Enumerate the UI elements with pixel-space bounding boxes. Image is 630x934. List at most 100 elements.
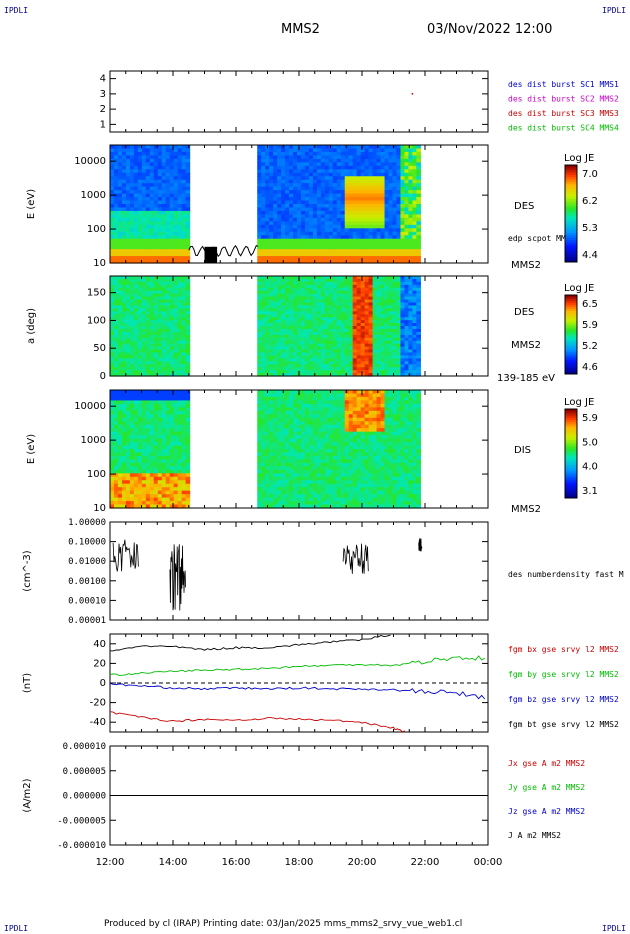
des-energy-spectrogram-cell: [257, 162, 262, 167]
des-energy-spectrogram-cell: [121, 221, 127, 226]
des-energy-spectrogram-cell: [416, 186, 421, 191]
des-energy-spectrogram-cell: [177, 197, 183, 202]
des-pitch-spectrogram-cell: [360, 308, 366, 312]
des-pitch-spectrogram-cell: [340, 337, 346, 342]
des-pitch-spectrogram-cell: [121, 370, 127, 374]
des-energy-spectrogram-cell: [261, 197, 266, 202]
des-pitch-spectrogram-cell: [300, 311, 306, 315]
dis-energy-spectrogram-cell: [121, 417, 127, 422]
des-pitch-spectrogram-cell: [340, 326, 346, 330]
des-energy-spectrogram-cell: [372, 256, 378, 261]
dis-energy-spectrogram-cell: [117, 396, 123, 402]
des-pitch-spectrogram-cell: [368, 343, 374, 348]
des-energy-spectrogram-cell: [300, 252, 306, 257]
des-energy-spectrogram-cell: [289, 231, 294, 236]
des-pitch-spectrogram-cell: [110, 296, 115, 301]
des-energy-spectrogram-cell: [265, 235, 270, 240]
des-pitch-colorbar-cell: [565, 340, 577, 343]
des-pitch-spectrogram-cell: [388, 352, 394, 357]
des-energy-spectrogram-cell: [145, 193, 151, 198]
des-pitch-spectrogram-cell: [141, 320, 147, 324]
des-pitch-spectrogram-cell: [185, 331, 191, 336]
des-energy-spectrogram-cell: [404, 197, 410, 202]
dis-energy-spectrogram-cell: [121, 490, 127, 495]
des-pitch-spectrogram-cell: [336, 323, 342, 327]
des-pitch-spectrogram-cell: [304, 296, 310, 301]
des-pitch-spectrogram-cell: [165, 343, 171, 348]
des-energy-spectrogram-cell: [145, 179, 151, 184]
des-pitch-spectrogram-cell: [113, 349, 119, 354]
des-energy-spectrogram-cell: [153, 242, 159, 247]
des-energy-spectrogram-cell: [265, 193, 270, 198]
des-energy-spectrogram-cell: [129, 151, 135, 157]
des-pitch-spectrogram-cell: [356, 352, 362, 357]
des-pitch-spectrogram-cell: [412, 276, 417, 280]
des-pitch-spectrogram-cell: [277, 326, 282, 330]
des-pitch-spectrogram-cell: [169, 311, 175, 315]
des-pitch-spectrogram-cell: [356, 364, 362, 368]
des-energy-spectrogram-cell: [332, 183, 338, 188]
des-pitch-spectrogram-cell: [173, 317, 179, 321]
des-pitch-spectrogram-cell: [344, 320, 350, 324]
dis-energy-spectrogram-cell: [133, 417, 139, 422]
dis-energy-spectrogram-cell: [145, 452, 151, 457]
des-energy-spectrogram-cell: [117, 176, 123, 181]
des-pitch-spectrogram-cell: [320, 349, 326, 354]
dis-energy-spectrogram-cell: [110, 455, 115, 461]
des-pitch-spectrogram-cell: [137, 287, 143, 292]
dis-energy-spectrogram-cell: [153, 407, 159, 412]
des-energy-colorbar-cell: [565, 225, 577, 229]
des-pitch-spectrogram-cell: [181, 355, 187, 359]
des-energy-spectrogram-cell: [125, 158, 131, 163]
des-pitch-spectrogram-cell: [110, 281, 115, 286]
des-pitch-spectrogram-cell: [153, 352, 159, 357]
des-pitch-spectrogram-cell: [149, 293, 155, 298]
dis-energy-spectrogram-cell: [169, 393, 175, 398]
des-pitch-spectrogram-cell: [265, 290, 270, 295]
des-pitch-spectrogram-cell: [273, 340, 278, 345]
des-energy-spectrogram-cell: [340, 204, 346, 209]
dis-energy-spectrogram-cell: [145, 417, 151, 422]
des-pitch-spectrogram-cell: [408, 311, 413, 315]
des-pitch-spectrogram-cell: [312, 364, 318, 368]
des-pitch-spectrogram-cell: [133, 343, 139, 348]
des-pitch-colorbar-cell: [565, 310, 577, 314]
des-energy-spectrogram-cell: [376, 228, 382, 233]
des-energy-spectrogram-cell: [372, 197, 378, 202]
des-energy-spectrogram-cell: [161, 252, 167, 257]
des-energy-spectrogram-cell: [157, 231, 163, 236]
des-pitch-spectrogram-cell: [380, 349, 386, 354]
des-energy-spectrogram-cell: [277, 165, 282, 170]
des-energy-spectrogram-cell: [161, 204, 167, 209]
des-pitch-spectrogram-cell: [372, 352, 378, 357]
des-energy-spectrogram-cell: [121, 200, 127, 205]
des-pitch-spectrogram-cell: [145, 367, 151, 371]
des-pitch-spectrogram-cell: [332, 317, 338, 321]
dis-energy-spectrogram-cell: [149, 466, 155, 471]
des-pitch-spectrogram-cell: [169, 290, 175, 295]
des-energy-spectrogram-cell: [285, 169, 290, 174]
dis-energy-spectrogram-cell: [125, 417, 131, 422]
des-energy-spectrogram-cell: [165, 210, 171, 216]
des-energy-spectrogram-cell: [269, 176, 274, 181]
dis-energy-spectrogram-cell: [149, 452, 155, 457]
des-pitch-spectrogram-cell: [181, 296, 187, 301]
dis-energy-spectrogram-cell: [149, 455, 155, 461]
dis-energy-spectrogram-cell: [110, 469, 115, 474]
des-energy-spectrogram-cell: [368, 256, 374, 261]
des-pitch-spectrogram-cell: [121, 334, 127, 339]
des-energy-spectrogram-cell: [308, 242, 314, 247]
des-pitch-spectrogram-cell: [157, 284, 163, 289]
des-pitch-spectrogram-cell: [360, 278, 366, 283]
des-pitch-spectrogram-cell: [324, 302, 330, 307]
des-energy-spectrogram-cell: [384, 172, 390, 177]
des-energy-spectrogram-cell: [121, 190, 127, 195]
des-pitch-spectrogram-cell: [308, 364, 314, 368]
des-energy-spectrogram-cell: [372, 176, 378, 181]
des-pitch-spectrogram-cell: [157, 358, 163, 362]
des-pitch-spectrogram-cell: [265, 346, 270, 351]
des-pitch-spectrogram-cell: [384, 349, 390, 354]
des-energy-spectrogram-cell: [408, 179, 413, 184]
dis-energy-spectrogram-cell: [137, 390, 143, 395]
des-energy-spectrogram-cell: [356, 183, 362, 188]
